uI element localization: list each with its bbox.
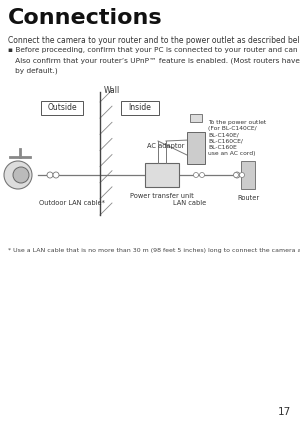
- Text: Outside: Outside: [47, 103, 77, 112]
- Circle shape: [13, 167, 29, 183]
- Text: 17: 17: [278, 407, 291, 417]
- Circle shape: [4, 161, 32, 189]
- Circle shape: [200, 173, 205, 178]
- Text: Connections: Connections: [8, 8, 163, 28]
- Text: by default.): by default.): [8, 67, 58, 73]
- Bar: [190, 114, 202, 122]
- Text: Connect the camera to your router and to the power outlet as described below.: Connect the camera to your router and to…: [8, 36, 300, 45]
- Text: Inside: Inside: [129, 103, 152, 112]
- Text: Router: Router: [237, 195, 259, 201]
- Text: Wall: Wall: [104, 86, 120, 95]
- Text: LAN cable: LAN cable: [173, 200, 207, 206]
- Bar: [41, 101, 83, 115]
- Circle shape: [233, 173, 238, 178]
- Text: To the power outlet
(For BL-C140CE/
BL-C140E/
BL-C160CE/
BL-C160E
use an AC cord: To the power outlet (For BL-C140CE/ BL-C…: [208, 120, 266, 156]
- Bar: [145, 163, 179, 187]
- Circle shape: [239, 173, 244, 178]
- Text: AC adaptor: AC adaptor: [147, 143, 184, 149]
- Bar: [187, 132, 205, 164]
- Bar: [121, 101, 159, 115]
- Circle shape: [53, 172, 59, 178]
- Circle shape: [194, 173, 199, 178]
- Bar: [241, 161, 255, 189]
- Text: ▪ Before proceeding, confirm that your PC is connected to your router and can ac: ▪ Before proceeding, confirm that your P…: [8, 47, 300, 53]
- Circle shape: [234, 172, 240, 178]
- Text: * Use a LAN cable that is no more than 30 m (98 feet 5 inches) long to connect t: * Use a LAN cable that is no more than 3…: [8, 248, 300, 253]
- Circle shape: [47, 172, 53, 178]
- Text: Power transfer unit: Power transfer unit: [130, 193, 194, 199]
- Text: Outdoor LAN cable*: Outdoor LAN cable*: [39, 200, 105, 206]
- Text: Also confirm that your router’s UPnP™ feature is enabled. (Most routers have UPn: Also confirm that your router’s UPnP™ fe…: [8, 57, 300, 64]
